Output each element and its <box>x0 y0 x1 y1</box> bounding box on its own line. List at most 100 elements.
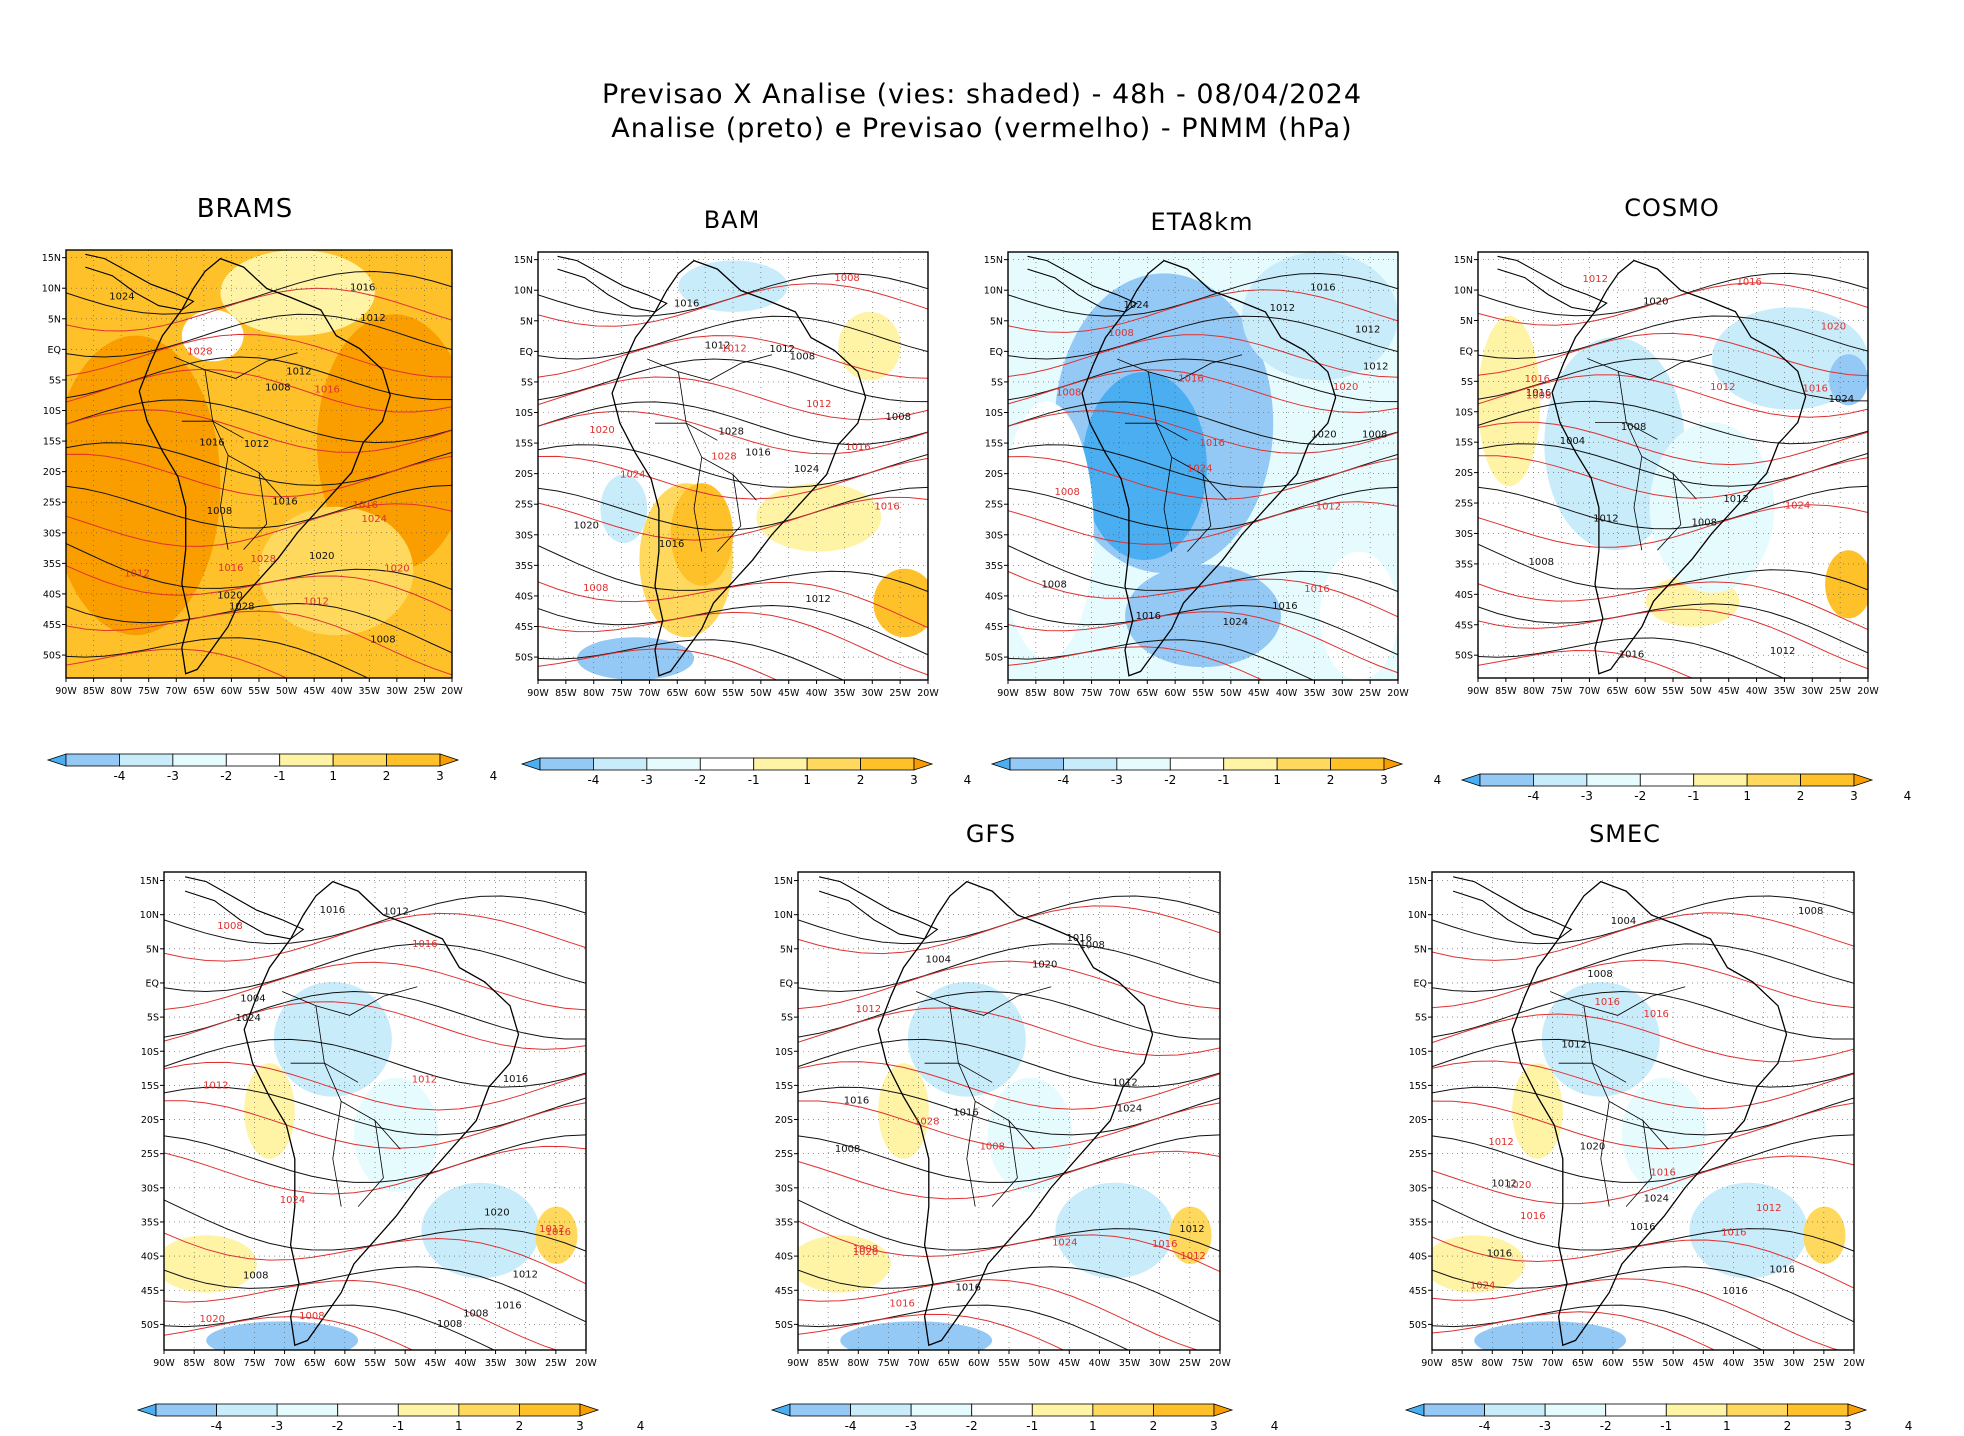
colorbar-label: 2 <box>1327 773 1335 787</box>
forecast-label: 1016 <box>352 500 377 511</box>
colorbar-label: 4 <box>1905 1419 1913 1433</box>
lat-tick-label: 45S <box>775 1286 793 1297</box>
lon-tick-label: 85W <box>1495 686 1517 697</box>
forecast-label: 1016 <box>1650 1167 1675 1178</box>
analysis-isobar <box>1478 637 1785 678</box>
analysis-label: 1016 <box>272 497 297 508</box>
analysis-isobar <box>1008 315 1398 360</box>
lat-tick-label: 25S <box>515 500 533 511</box>
forecast-label: 1024 <box>620 469 645 480</box>
colorbar-cell <box>990 757 1011 771</box>
forecast-isobar <box>538 335 928 379</box>
grid <box>538 252 928 680</box>
forecast-label: 1024 <box>1785 501 1810 512</box>
lon-tick-label: 80W <box>1482 1358 1504 1369</box>
lat-tick-label: 10N <box>774 910 793 921</box>
colorbar-label: 2 <box>1150 1419 1158 1433</box>
analysis-label: 1012 <box>1112 1078 1137 1089</box>
lat-tick-label: 35S <box>775 1217 793 1228</box>
lon-tick-label: 50W <box>750 688 772 699</box>
lat-tick-label: 20S <box>985 469 1003 480</box>
colorbar-label: -1 <box>1660 1419 1672 1433</box>
bias-patch <box>1541 981 1660 1097</box>
forecast-label: 1016 <box>1721 1227 1746 1238</box>
lon-tick-label: 25W <box>889 688 911 699</box>
forecast-isobar <box>1432 1236 1854 1289</box>
colorbar-cell <box>397 1403 460 1417</box>
analysis-label: 1016 <box>320 905 345 916</box>
map: 1008 1012 1012 1016 1016 1016 1020 1024 1004 1016… <box>1408 871 1865 1369</box>
analysis-label: 1024 <box>1124 300 1149 311</box>
lon-tick-label: 55W <box>1632 1358 1654 1369</box>
lat-tick-label: 5N <box>1460 316 1473 327</box>
colorbar-label: -1 <box>1026 1419 1038 1433</box>
forecast-label: 1016 <box>546 1227 571 1238</box>
colorbar-cell <box>1276 757 1331 771</box>
forecast-isobar <box>66 648 288 678</box>
lon-tick-label: 65W <box>1572 1358 1594 1369</box>
contour-labels: 1008 1012 1012 1016 1016 1016 1020 1024 1004 1016… <box>1470 906 1824 1297</box>
lon-tick-label: 70W <box>908 1358 930 1369</box>
lon-tick-label: 90W <box>1467 686 1489 697</box>
analysis-isobar <box>1478 485 1868 530</box>
lat-tick-label: 30S <box>985 530 1003 541</box>
country-border <box>181 420 244 439</box>
forecast-label: 1016 <box>874 501 899 512</box>
forecast-label: 1016 <box>1643 1009 1668 1020</box>
panel-brams: BRAMS 1008 1008 1008 1012 1012 1012 1016 1016 10… <box>0 190 497 800</box>
colorbar-label: 1 <box>455 1419 463 1433</box>
lon-tick-label: 50W <box>1220 688 1242 699</box>
analysis-label: 1024 <box>1829 394 1854 405</box>
analysis-label: 1016 <box>1619 649 1644 660</box>
lat-tick-label: 30S <box>515 530 533 541</box>
lat-tick-label: 45S <box>515 622 533 633</box>
lat-tick-label: 25S <box>1409 1149 1427 1160</box>
forecast-label: 1008 <box>1056 387 1081 398</box>
forecast-label: 1012 <box>203 1080 228 1091</box>
bias-patch <box>220 250 375 336</box>
analysis-label: 1008 <box>243 1271 268 1282</box>
lat-tick-label: 15N <box>1408 876 1427 887</box>
lon-tick-label: 80W <box>1053 688 1075 699</box>
lat-tick-label: 40S <box>1409 1252 1427 1263</box>
analysis-label: 1012 <box>705 341 730 352</box>
lat-tick-label: 35S <box>515 561 533 572</box>
forecast-label: 1020 <box>1333 382 1358 393</box>
lon-tick-label: 30W <box>386 686 408 697</box>
grid <box>1432 872 1854 1350</box>
lat-tick-label: 15N <box>514 255 533 266</box>
forecast-label: 1012 <box>412 1074 437 1085</box>
colorbar-cell <box>860 757 915 771</box>
lat-tick-label: 40S <box>141 1252 159 1263</box>
colorbar-label: -3 <box>905 1419 917 1433</box>
colorbar-cell <box>1726 1403 1788 1417</box>
colorbar-label: -4 <box>1527 789 1539 803</box>
bias-patch <box>838 311 901 381</box>
map: 1008100810121012101610161020102410041016… <box>774 871 1231 1369</box>
forecast-isobar <box>1008 334 1398 378</box>
lat-tick-label: 40S <box>985 591 1003 602</box>
lon-tick-label: 85W <box>1025 688 1047 699</box>
forecast-isobar <box>538 496 928 541</box>
colorbar-cell <box>519 1403 581 1417</box>
lon-tick-label: 75W <box>878 1358 900 1369</box>
lon-tick-label: 80W <box>848 1358 870 1369</box>
colorbar-cell <box>1847 1403 1868 1417</box>
colorbar-cell <box>1092 1403 1154 1417</box>
lon-tick-label: 70W <box>166 686 188 697</box>
forecast-label: 1024 <box>1187 463 1212 474</box>
map: 1008 1008 1012 1012 1012 1016 1016 1016 1020 1024… <box>984 251 1409 699</box>
analysis-label: 1004 <box>1611 916 1636 927</box>
map: 1008 1008 1012 1012 1012 1016 1016 1020 1024 1008… <box>1454 251 1879 697</box>
lat-tick-label: 30S <box>141 1183 159 1194</box>
colorbar-cell <box>1404 1403 1425 1417</box>
colorbar-label: -1 <box>748 773 760 787</box>
colorbar-label: 1 <box>1089 1419 1097 1433</box>
grid <box>1008 252 1398 680</box>
forecast-isobar <box>798 905 1220 955</box>
lat-tick-label: 10S <box>1455 407 1473 418</box>
lon-tick-label: 90W <box>55 686 77 697</box>
